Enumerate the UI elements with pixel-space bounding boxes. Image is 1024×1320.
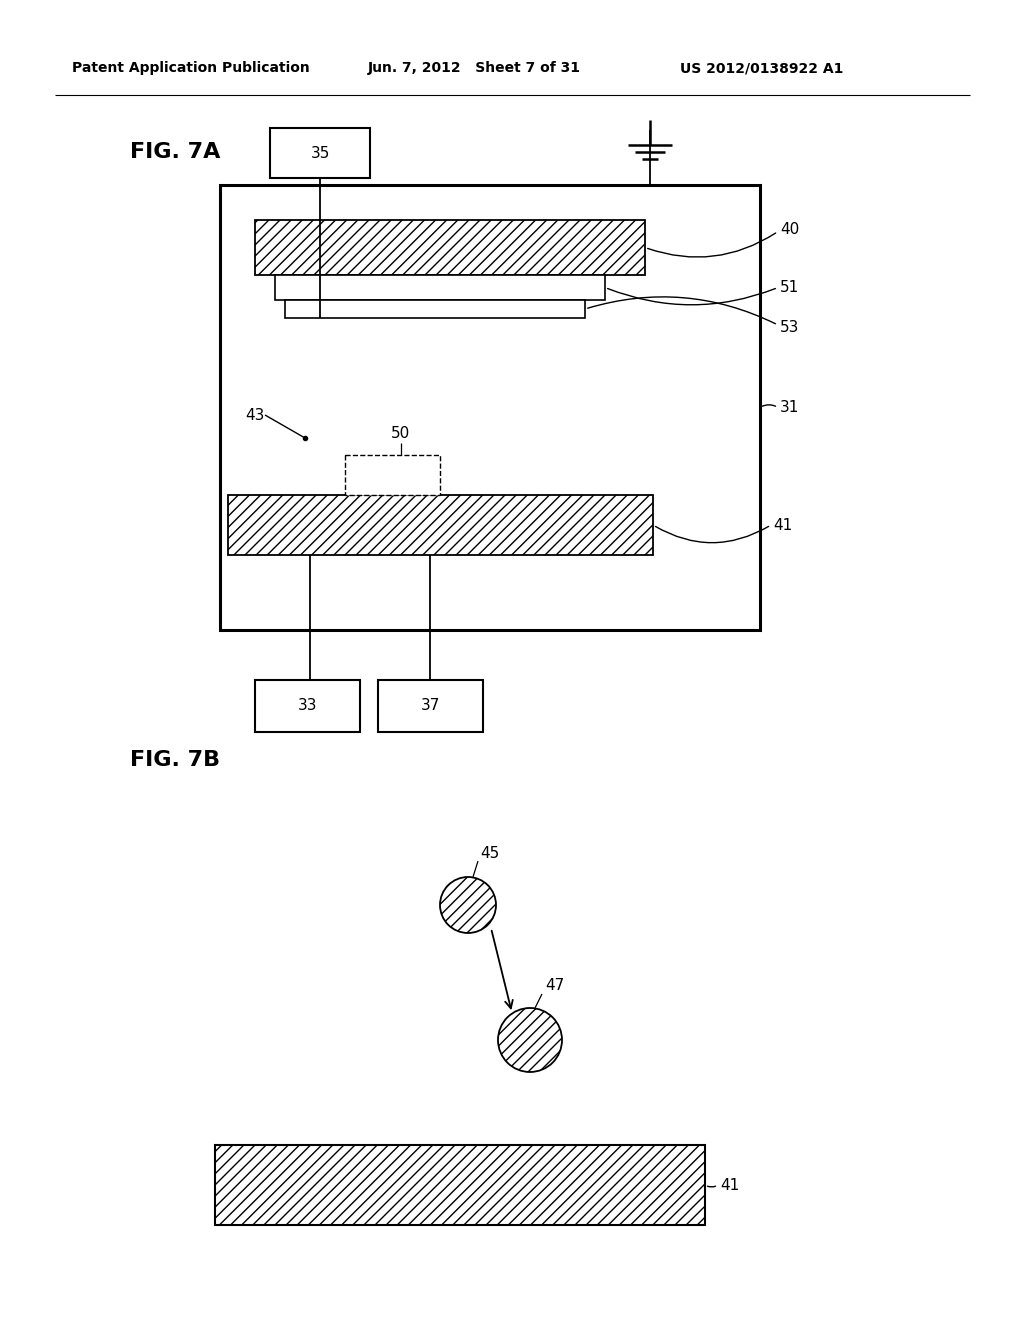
Text: 53: 53: [780, 319, 800, 334]
Bar: [215, 1144, 705, 1225]
Ellipse shape: [498, 1008, 562, 1072]
Text: FIG. 7A: FIG. 7A: [130, 143, 220, 162]
Text: 31: 31: [780, 400, 800, 414]
Text: Patent Application Publication: Patent Application Publication: [72, 61, 309, 75]
Text: 37: 37: [421, 698, 440, 714]
Text: 51: 51: [780, 280, 800, 294]
Text: 40: 40: [780, 222, 800, 238]
Bar: [220, 185, 760, 630]
Bar: [378, 680, 483, 733]
Text: 47: 47: [545, 978, 564, 993]
Bar: [255, 680, 360, 733]
Text: 43: 43: [245, 408, 264, 422]
Text: US 2012/0138922 A1: US 2012/0138922 A1: [680, 61, 844, 75]
Bar: [345, 455, 440, 495]
Text: FIG. 7B: FIG. 7B: [130, 750, 220, 770]
Bar: [285, 300, 585, 318]
Bar: [228, 495, 653, 554]
Text: 45: 45: [480, 846, 500, 861]
Text: 35: 35: [310, 145, 330, 161]
Text: 50: 50: [391, 425, 411, 441]
Bar: [255, 220, 645, 275]
Bar: [270, 128, 370, 178]
Text: 41: 41: [720, 1177, 739, 1192]
Text: 41: 41: [773, 517, 793, 532]
Bar: [275, 275, 605, 300]
Ellipse shape: [440, 876, 496, 933]
Text: 33: 33: [298, 698, 317, 714]
Text: Jun. 7, 2012   Sheet 7 of 31: Jun. 7, 2012 Sheet 7 of 31: [368, 61, 581, 75]
